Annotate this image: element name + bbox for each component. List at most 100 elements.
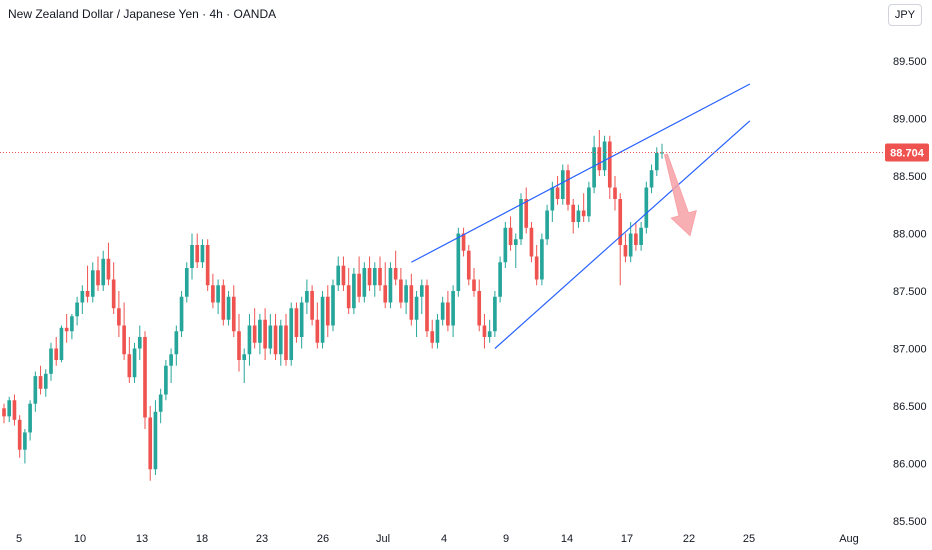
candle-body <box>357 273 361 297</box>
candle-body <box>195 245 200 263</box>
candle-body <box>529 227 534 257</box>
price-tick-label: 88.500 <box>893 171 927 183</box>
trendline-wedge-lower <box>494 120 751 349</box>
candle-body <box>315 319 320 343</box>
time-tick-label: 4 <box>441 533 447 545</box>
candle-body <box>33 376 38 404</box>
candle-body <box>258 319 262 343</box>
candle-body <box>634 233 638 245</box>
candle-body <box>503 227 508 263</box>
candle-body <box>12 400 17 420</box>
candle-body <box>169 354 173 366</box>
candle-body <box>90 270 95 297</box>
candle-body <box>618 199 623 245</box>
candle-body <box>613 187 617 199</box>
candle-body <box>59 327 64 360</box>
candle-body <box>430 331 435 343</box>
candle-body <box>597 147 602 171</box>
chart-title: New Zealand Dollar / Japanese Yen · 4h ·… <box>8 7 277 21</box>
candle-body <box>226 296 231 320</box>
last-price-label: 88.704 <box>890 148 925 160</box>
projection-arrow <box>664 153 697 237</box>
candle-body <box>299 302 304 337</box>
candle-body <box>273 325 278 355</box>
candle-body <box>607 141 612 188</box>
candle-body <box>649 170 654 188</box>
candle-body <box>320 296 325 343</box>
time-tick-label: 18 <box>196 533 208 545</box>
candle-body <box>362 268 367 297</box>
candle-body <box>305 291 309 303</box>
candle-body <box>38 376 43 389</box>
overlay-layer <box>0 83 884 349</box>
candle-body <box>435 319 440 343</box>
candle-body <box>101 258 106 286</box>
candle-body <box>639 227 643 245</box>
candle-body <box>508 227 513 245</box>
time-tick-label: 14 <box>561 533 573 545</box>
candle-body <box>80 291 85 303</box>
candle-body <box>472 279 476 291</box>
candle-body <box>164 365 168 395</box>
candle-body <box>367 268 372 286</box>
candle-body <box>493 296 497 332</box>
candle-body <box>43 373 48 389</box>
candle-body <box>294 308 299 337</box>
time-axis: 5 10 13 18 23 26 Jul 4 9 14 17 22 25 Aug <box>16 533 859 545</box>
candle-body <box>247 325 252 355</box>
candle-body <box>231 296 236 332</box>
candle-body <box>106 258 111 280</box>
candles-layer <box>2 130 664 481</box>
candle-body <box>137 337 142 349</box>
candle-body <box>555 187 560 199</box>
price-tick-label: 85.500 <box>893 516 927 528</box>
time-tick-label: 5 <box>16 533 22 545</box>
candle-body <box>660 152 664 154</box>
price-tick-label: 88.000 <box>893 229 927 241</box>
candle-body <box>278 325 283 355</box>
candle-body <box>623 245 628 257</box>
candle-body <box>49 348 53 374</box>
candle-body <box>352 273 356 309</box>
candle-body <box>310 291 314 320</box>
candle-body <box>111 279 116 309</box>
price-tick-label: 89.000 <box>893 114 927 126</box>
candle-body <box>566 170 570 205</box>
candle-body <box>200 245 205 263</box>
candle-body <box>388 268 393 303</box>
candle-body <box>372 268 377 286</box>
candle-body <box>519 199 523 240</box>
price-tick-label: 87.500 <box>893 286 927 298</box>
time-tick-label: 23 <box>256 533 268 545</box>
candle-body <box>477 291 482 326</box>
candle-body <box>534 256 539 280</box>
candle-body <box>216 285 220 303</box>
candle-body <box>153 411 158 470</box>
currency-button[interactable]: JPY <box>888 4 922 26</box>
candle-body <box>466 250 471 280</box>
candle-body <box>70 316 74 332</box>
time-tick-label: 10 <box>74 533 86 545</box>
time-tick-label: 13 <box>136 533 148 545</box>
candle-body <box>482 325 487 337</box>
candle-body <box>581 210 586 217</box>
candle-body <box>75 302 79 317</box>
candle-body <box>383 285 388 303</box>
candle-body <box>252 325 257 343</box>
candle-body <box>284 325 288 360</box>
candle-body <box>451 291 455 326</box>
candle-body <box>325 296 330 326</box>
candle-body <box>461 233 466 251</box>
candle-body <box>456 233 461 291</box>
candle-body <box>289 308 294 360</box>
time-tick-label: 22 <box>683 533 695 545</box>
candle-body <box>211 285 215 303</box>
candle-body <box>268 325 273 349</box>
candle-body <box>132 348 137 378</box>
candle-body <box>654 153 659 171</box>
candle-body <box>393 268 398 280</box>
candle-body <box>540 239 544 280</box>
candle-body <box>550 187 555 211</box>
candle-body <box>513 239 518 245</box>
